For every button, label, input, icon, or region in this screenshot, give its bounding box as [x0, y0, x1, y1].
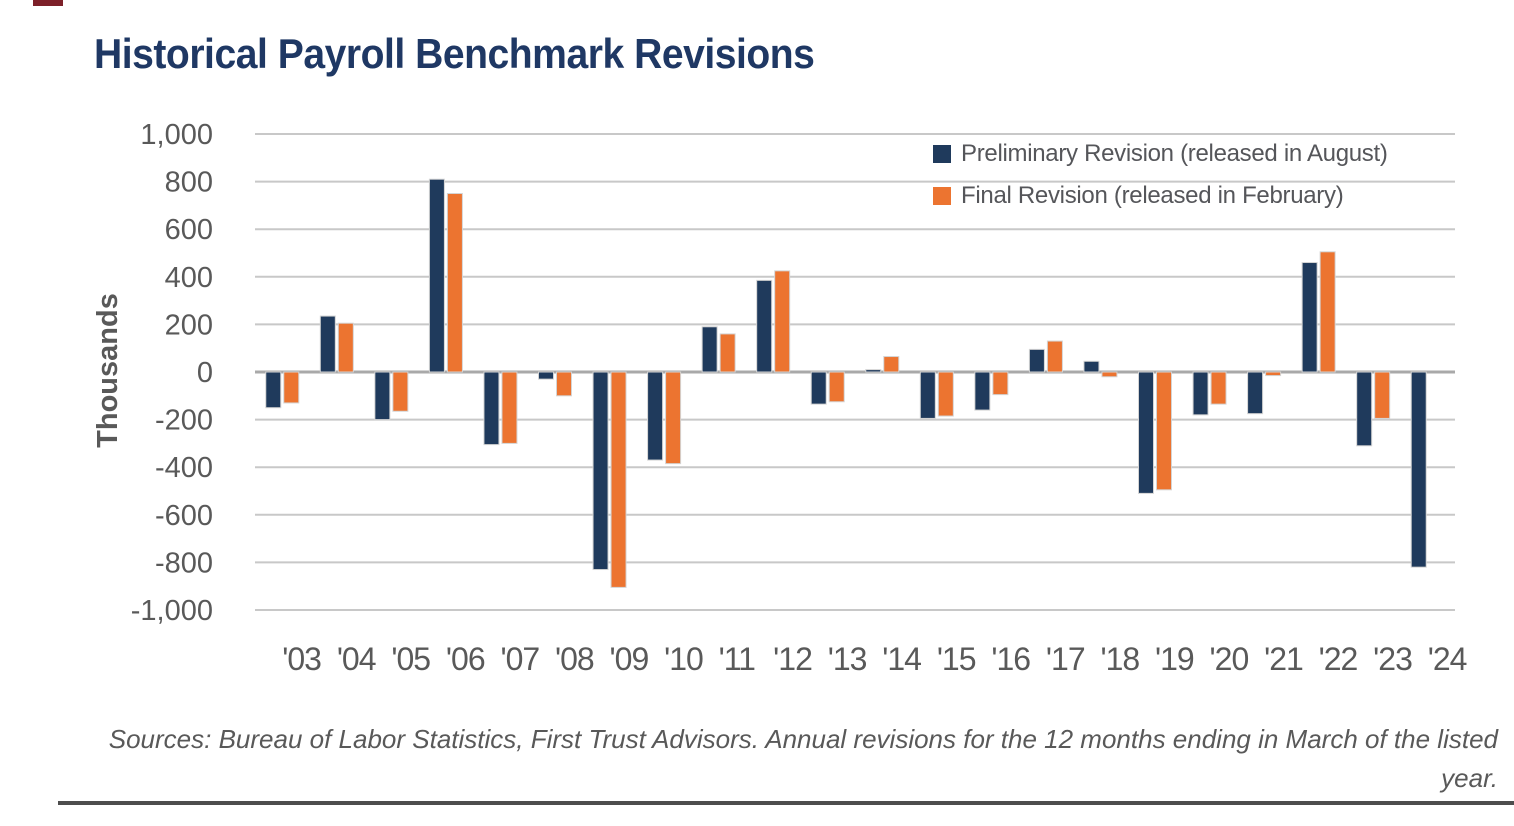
- legend-item-preliminary: Preliminary Revision (released in August…: [933, 140, 1388, 168]
- y-tick-label: 400: [165, 262, 213, 294]
- bar-final-'18: [1101, 371, 1118, 378]
- bar-final-'09: [610, 371, 627, 588]
- bar-final-'11: [719, 333, 736, 373]
- x-tick-label: '04: [337, 641, 376, 677]
- x-tick-label: '22: [1319, 641, 1358, 677]
- x-tick-label: '18: [1100, 641, 1139, 677]
- bar-final-'23: [1374, 371, 1391, 419]
- bar-preliminary-'11: [701, 326, 718, 373]
- x-tick-label: '05: [391, 641, 430, 677]
- x-tick-label: '06: [446, 641, 485, 677]
- x-tick-label: '15: [937, 641, 976, 677]
- legend-label-final: Final Revision (released in February): [961, 182, 1344, 209]
- x-tick-label: '11: [719, 641, 756, 677]
- x-tick-label: '08: [555, 641, 594, 677]
- x-tick-label: '10: [664, 641, 703, 677]
- page-title: Historical Payroll Benchmark Revisions: [94, 30, 815, 77]
- bar-final-'14: [883, 356, 900, 373]
- y-tick-label: -1,000: [131, 595, 213, 627]
- legend-label-preliminary: Preliminary Revision (released in August…: [961, 140, 1388, 167]
- x-tick-label: '20: [1210, 641, 1249, 677]
- x-tick-label: '24: [1428, 641, 1467, 677]
- bar-final-'10: [665, 371, 682, 465]
- bar-preliminary-'19: [1138, 371, 1154, 494]
- y-tick-label: -600: [155, 500, 213, 532]
- chart-legend: Preliminary Revision (released in August…: [933, 140, 1388, 210]
- bar-preliminary-'06: [428, 178, 445, 373]
- bar-final-'08: [556, 371, 572, 397]
- final-swatch-icon: [933, 187, 951, 205]
- top-left-mark: [33, 0, 63, 6]
- bar-preliminary-'03: [265, 371, 282, 409]
- x-tick-label: '13: [828, 641, 867, 677]
- y-tick-label: 200: [165, 309, 213, 341]
- bar-final-'21: [1265, 371, 1282, 377]
- x-tick-label: '14: [882, 641, 921, 677]
- bottom-divider: [58, 801, 1514, 805]
- bar-preliminary-'10: [647, 371, 664, 461]
- bar-preliminary-'16: [974, 371, 991, 411]
- bar-preliminary-'17: [1028, 348, 1045, 373]
- payroll-revisions-bar-chart: 1,000 800 600 400 200 0 -200 -400 -600 -800 -1,000…: [131, 119, 1468, 677]
- y-tick-label: 600: [165, 214, 213, 246]
- bar-final-'06: [446, 193, 463, 373]
- source-note-line1: Sources: Bureau of Labor Statistics, Fir…: [108, 724, 1498, 754]
- bar-final-'20: [1210, 371, 1227, 405]
- bar-final-'12: [774, 270, 791, 373]
- bar-preliminary-'14: [865, 369, 882, 373]
- y-tick-label: -800: [155, 547, 213, 579]
- y-tick-label: 0: [197, 357, 213, 389]
- bar-preliminary-'09: [592, 371, 609, 571]
- bar-final-'03: [283, 371, 300, 404]
- x-tick-label: '12: [773, 641, 812, 677]
- bar-preliminary-'04: [319, 315, 336, 373]
- source-note: Sources: Bureau of Labor Statistics, Fir…: [60, 720, 1498, 798]
- y-axis-title: Thousands: [78, 205, 138, 535]
- bar-preliminary-'05: [374, 371, 391, 421]
- bar-final-'05: [392, 371, 409, 412]
- x-tick-label: '09: [610, 641, 649, 677]
- bar-final-'15: [937, 371, 954, 417]
- x-tick-label: '23: [1373, 641, 1412, 677]
- y-tick-label: -200: [155, 405, 213, 437]
- bar-final-'16: [992, 371, 1009, 396]
- x-tick-label: '19: [1155, 641, 1194, 677]
- bar-final-'22: [1319, 251, 1336, 373]
- bar-final-'04: [337, 322, 354, 373]
- bar-preliminary-'13: [810, 371, 827, 405]
- bar-final-'13: [828, 371, 845, 403]
- bar-preliminary-'07: [483, 371, 500, 446]
- legend-item-final: Final Revision (released in February): [933, 182, 1388, 210]
- bar-preliminary-'23: [1356, 371, 1373, 447]
- x-tick-label: '17: [1046, 641, 1085, 677]
- x-tick-label: '21: [1264, 641, 1303, 677]
- bar-final-'07: [501, 371, 518, 444]
- bar-preliminary-'18: [1083, 360, 1100, 373]
- bar-preliminary-'15: [919, 371, 936, 419]
- bar-preliminary-'20: [1192, 371, 1209, 416]
- bar-preliminary-'08: [538, 371, 554, 380]
- y-tick-label: 1,000: [140, 119, 213, 151]
- bar-preliminary-'22: [1301, 262, 1318, 373]
- source-note-line2: year.: [1441, 763, 1498, 793]
- y-axis-title-text: Thousands: [91, 292, 124, 448]
- x-tick-label: '03: [282, 641, 321, 677]
- bar-preliminary-'24: [1410, 371, 1427, 568]
- y-tick-label: -400: [155, 452, 213, 484]
- x-tick-label: '07: [500, 641, 539, 677]
- bar-preliminary-'12: [756, 279, 773, 373]
- bar-final-'17: [1046, 340, 1063, 373]
- bar-preliminary-'21: [1247, 371, 1264, 415]
- preliminary-swatch-icon: [933, 145, 951, 163]
- bar-final-'19: [1156, 371, 1172, 491]
- x-tick-label: '16: [991, 641, 1030, 677]
- y-tick-label: 800: [165, 167, 213, 199]
